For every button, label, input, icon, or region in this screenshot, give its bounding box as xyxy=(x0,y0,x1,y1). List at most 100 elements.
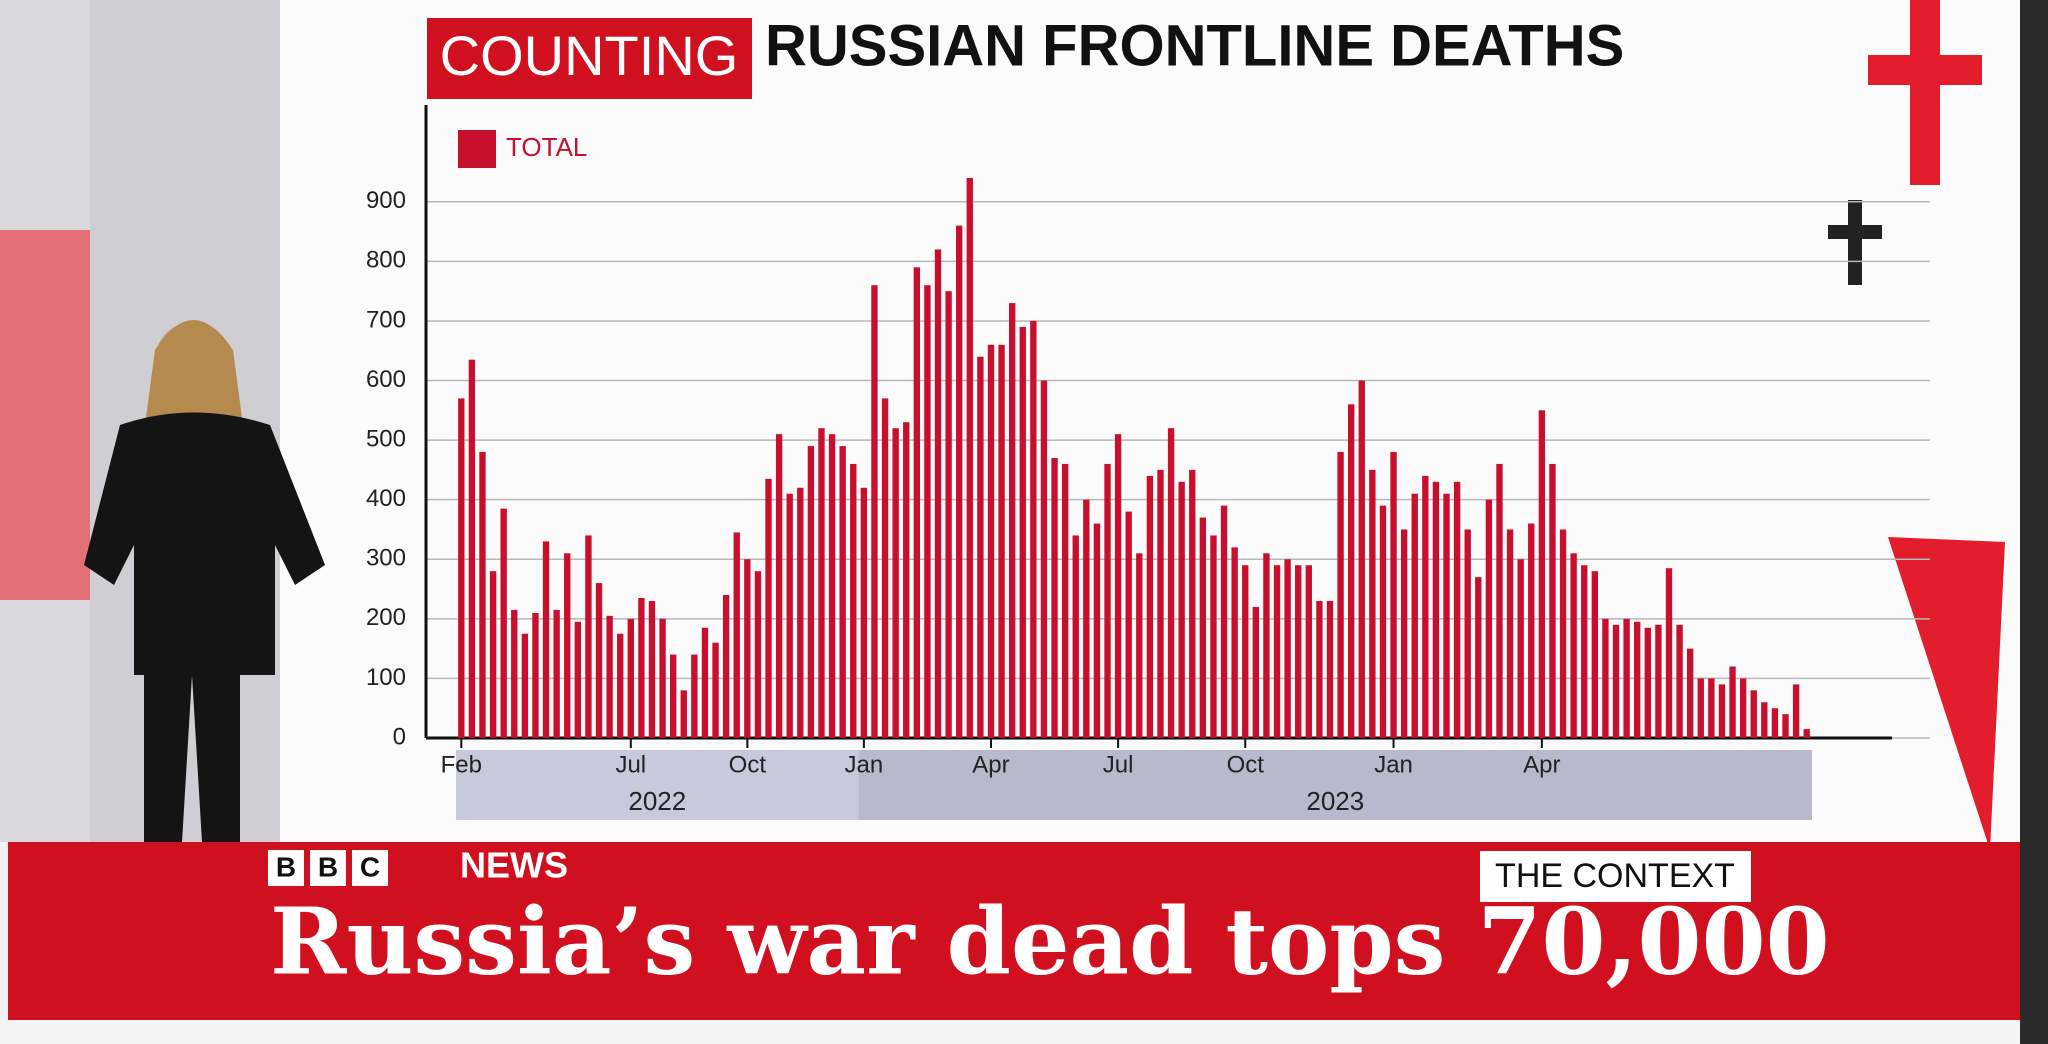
brand-name: NEWS xyxy=(460,845,568,886)
bar xyxy=(532,612,539,738)
bar xyxy=(1506,529,1514,738)
bar xyxy=(691,654,698,738)
bar xyxy=(998,344,1005,738)
logo-block xyxy=(310,850,346,886)
bar xyxy=(1252,606,1260,738)
bar xyxy=(574,621,582,738)
bar xyxy=(468,359,476,738)
bar xyxy=(1104,463,1111,738)
y-tick-label: 400 xyxy=(366,485,406,512)
bar xyxy=(945,291,952,738)
bar xyxy=(1771,708,1779,738)
bar xyxy=(1337,452,1344,738)
bar xyxy=(458,398,465,738)
bar xyxy=(850,463,857,738)
programme-name: THE CONTEXT xyxy=(1495,857,1735,895)
bar xyxy=(489,571,497,738)
bar xyxy=(648,600,656,738)
bar xyxy=(977,356,984,738)
bar xyxy=(1623,618,1630,738)
y-tick-label: 600 xyxy=(366,366,406,393)
bar xyxy=(1803,729,1810,738)
x-group-band xyxy=(456,750,859,820)
bar xyxy=(934,249,942,738)
bar xyxy=(1644,627,1651,738)
decor-triangle xyxy=(1888,537,2005,850)
tv-edge xyxy=(2020,0,2048,1044)
bar xyxy=(1686,648,1694,738)
bar xyxy=(1792,684,1800,738)
bar xyxy=(1295,565,1302,738)
bar xyxy=(807,446,815,738)
y-tick-label: 700 xyxy=(366,306,406,333)
legend-label: TOTAL xyxy=(506,132,587,162)
bar xyxy=(818,428,825,738)
logo-letter: B xyxy=(318,851,338,882)
bar xyxy=(775,434,783,738)
bar xyxy=(1612,624,1620,738)
x-group-band xyxy=(858,750,1812,820)
logo-letter: C xyxy=(360,851,380,882)
bar xyxy=(1718,684,1726,738)
bar xyxy=(1263,553,1270,738)
chart: 0 100 200 300 400 500 600 700 800 900 TOTAL Feb Jul O… xyxy=(366,105,1930,820)
bar xyxy=(553,609,560,738)
bar xyxy=(1602,618,1609,738)
bar xyxy=(1750,690,1757,738)
bar xyxy=(1008,303,1016,738)
bar xyxy=(765,478,772,738)
x-tick-label: Feb xyxy=(441,751,482,778)
bar xyxy=(659,618,666,738)
cross-icon xyxy=(1828,200,1882,285)
bar xyxy=(712,642,719,738)
bar xyxy=(1305,565,1312,738)
bar xyxy=(722,595,730,738)
bar xyxy=(956,225,963,739)
x-tick-label: Jan xyxy=(1374,751,1413,778)
title-tag: COUNTING xyxy=(440,24,739,87)
bar xyxy=(1231,547,1238,738)
bar xyxy=(1761,702,1768,738)
bar xyxy=(1655,624,1662,738)
bar xyxy=(1210,535,1217,738)
bar xyxy=(606,615,613,738)
x-tick-label: Oct xyxy=(729,751,767,778)
presenter xyxy=(84,320,325,842)
bar xyxy=(1708,678,1715,738)
bar xyxy=(1549,463,1556,738)
x-tick-label: Jul xyxy=(615,751,646,778)
bar xyxy=(1326,600,1334,738)
bar xyxy=(1189,469,1196,738)
bar xyxy=(1030,320,1037,738)
bar xyxy=(542,541,550,738)
y-tick-label: 200 xyxy=(366,604,406,631)
bar xyxy=(1739,678,1747,738)
bar xyxy=(1242,565,1249,738)
bar xyxy=(1083,499,1090,738)
bar xyxy=(1453,481,1461,738)
bar xyxy=(1559,529,1567,738)
bar xyxy=(1729,666,1736,738)
x-tick-label: Jul xyxy=(1103,751,1134,778)
bar xyxy=(1061,463,1069,738)
bar xyxy=(1347,404,1355,738)
bar xyxy=(701,627,709,738)
bar xyxy=(1316,600,1323,738)
x-group-label: 2022 xyxy=(628,786,686,816)
programme-box xyxy=(1480,851,1751,902)
bar xyxy=(1072,535,1079,738)
bar xyxy=(1443,493,1450,738)
bar xyxy=(1432,481,1440,738)
bar xyxy=(1676,624,1683,738)
logo-block xyxy=(268,850,304,886)
bar xyxy=(479,452,486,738)
bar xyxy=(1697,678,1704,738)
bar xyxy=(595,583,603,738)
bar xyxy=(1591,571,1599,738)
bar xyxy=(1538,410,1546,738)
bar xyxy=(1782,714,1789,738)
bar xyxy=(860,487,868,738)
